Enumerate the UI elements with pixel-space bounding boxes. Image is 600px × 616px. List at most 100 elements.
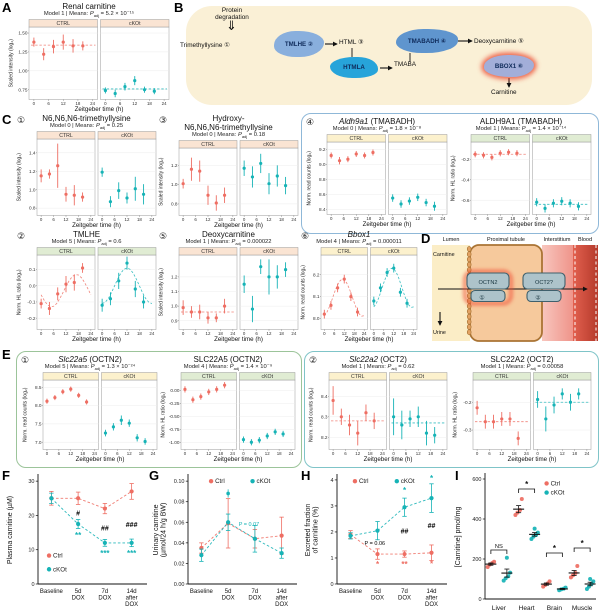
svg-text:8.6: 8.6 [319, 192, 326, 197]
svg-text:1.50: 1.50 [18, 31, 28, 36]
svg-text:0: 0 [330, 216, 333, 221]
x-category-label: DOX [248, 596, 261, 602]
plot-subtitle: Model 0 | Means: Padj = 1.8 × 10⁻⁸ [332, 126, 422, 134]
svg-text:12: 12 [125, 217, 130, 222]
x-category-label: Baseline [190, 589, 214, 595]
svg-text:6: 6 [342, 216, 345, 221]
svg-text:6: 6 [549, 451, 552, 456]
x-category-label: 5d [225, 589, 232, 595]
panel-h-label: H [301, 468, 311, 483]
svg-text:6: 6 [486, 216, 489, 221]
svg-text:24: 24 [584, 451, 589, 456]
svg-text:6: 6 [194, 331, 197, 336]
facet-chart: Norm. HL ratio (log₂)0.00 -0.25 -0.50 -0.75… [161, 372, 296, 463]
svg-text:9.2: 9.2 [319, 147, 326, 152]
pathway-enzyme-tmabadh: TMABADH ④ [396, 29, 458, 53]
plot-title: ALDH9A1 (TMABADH) [479, 117, 563, 126]
plot-subtitle: Model 5 | Means: Padj = 1.3 × 10⁻²⁴ [44, 364, 136, 372]
facet-chart: Scaled intensity (log₂)0.75 1.00 1.25 1.50 C… [9, 19, 170, 113]
svg-text:12: 12 [391, 331, 396, 336]
facet-strip-label: cKOt [263, 142, 275, 148]
tubule-diagram-svg: Lumen Proximal tubule Interstitium Blood OCT… [432, 237, 598, 342]
plot-title: Bbox1 [347, 230, 371, 239]
svg-text:24: 24 [379, 216, 384, 221]
significance-annotation: * [581, 539, 585, 548]
svg-text:0: 0 [46, 451, 49, 456]
svg-text:8.4: 8.4 [319, 207, 326, 212]
y-axis-label: Norm. read counts (log₂) [307, 151, 313, 206]
facet-strip-label: CTRL [201, 249, 215, 255]
svg-text:18: 18 [76, 217, 81, 222]
svg-text:600: 600 [472, 477, 481, 483]
x-category-label: 14d [277, 589, 287, 595]
plot-number-badge: ⑥ [301, 231, 310, 241]
x-category-label: 5d [374, 589, 381, 595]
svg-text:0: 0 [476, 451, 479, 456]
facet-strip-label: CTRL [337, 249, 351, 255]
svg-text:18: 18 [512, 451, 517, 456]
x-axis-label: Zeitgeber time (h) [214, 336, 263, 343]
plot-aldh9a1-protein: ALDH9A1 (TMABADH) Model 1 | Means: Padj =… [450, 117, 592, 229]
svg-text:24: 24 [291, 331, 296, 336]
facet-strip-label: cKOt [388, 249, 400, 255]
legend-label: Ctrl [551, 480, 561, 487]
facet-chart: Norm. HL ratio (log₂) 0.1 0.0 -0.1 -0.2 CTRL 0… [17, 247, 157, 343]
svg-text:-0.2: -0.2 [461, 157, 469, 162]
svg-text:8.1: 8.1 [313, 294, 320, 299]
y-axis-label: Plasma carnitine (µM) [7, 496, 14, 564]
svg-text:24: 24 [149, 331, 154, 336]
facet-strip-label: CTRL [56, 21, 70, 27]
svg-text:0: 0 [373, 331, 376, 336]
octn2-transporter [466, 272, 510, 290]
svg-text:6: 6 [255, 331, 258, 336]
svg-text:-0.2: -0.2 [27, 316, 35, 321]
svg-text:0: 0 [184, 451, 187, 456]
svg-text:12: 12 [415, 216, 420, 221]
legend-label: cKOt [53, 566, 67, 573]
plot-tmlhe: ② TMLHE Model 5 | Means: Padj = 0.6 Norm. H… [16, 230, 157, 344]
plot-subtitle: Model 1 | Means: Padj = 1.4 × 10⁻¹⁴ [475, 126, 567, 134]
pathway-protein-degradation: Protein degradation [215, 7, 249, 21]
svg-text:18: 18 [366, 216, 371, 221]
svg-text:0: 0 [104, 101, 107, 106]
plot-subtitle: Model 0 | Means: Padj = 0.25 [49, 123, 124, 131]
facet-strip-label: CTRL [351, 374, 365, 380]
svg-text:0.00: 0.00 [170, 388, 180, 393]
significance-annotation: # [76, 510, 80, 517]
svg-text:6: 6 [404, 216, 407, 221]
facet-chart: Norm. HL ratio (log₂) -0.2 -0.4 -0.6 CTRL 0 6 1… [451, 134, 592, 228]
svg-text:4: 4 [330, 478, 333, 484]
facet-strip-label: CTRL [493, 136, 507, 142]
svg-text:18: 18 [139, 451, 144, 456]
svg-text:0.08: 0.08 [174, 500, 185, 506]
y-axis-label: (µmol/24 h/g BW) [161, 503, 168, 558]
svg-text:0.10: 0.10 [174, 479, 185, 485]
significance-annotation: * [430, 474, 434, 483]
plot-title: SLC22A5 (OCTN2) [193, 355, 263, 364]
svg-text:8.8: 8.8 [319, 177, 326, 182]
svg-text:8.5: 8.5 [35, 385, 42, 390]
svg-text:24: 24 [362, 331, 367, 336]
svg-text:24: 24 [411, 331, 416, 336]
svg-text:0: 0 [243, 331, 246, 336]
svg-text:0.04: 0.04 [174, 541, 185, 547]
plot-number-badge: ② [309, 355, 318, 365]
facet-chart: Scaled intensity (log₂) 0.8 1.0 1.2 CTRL 0 6 12… [159, 140, 299, 229]
svg-text:18: 18 [137, 331, 142, 336]
svg-text:-0.2: -0.2 [463, 400, 471, 405]
facet-chart: Norm. HL ratio (log₂) -0.2 -0.3 CTRL 0 6 12 18 2… [453, 372, 592, 463]
pathway-arrows [325, 38, 512, 88]
svg-text:24: 24 [523, 216, 528, 221]
plot-title: N6,N6,N6-trimethyllysine [42, 114, 131, 123]
svg-text:0: 0 [104, 451, 107, 456]
svg-text:1.2: 1.2 [171, 275, 178, 280]
svg-text:6: 6 [196, 451, 199, 456]
plot-subtitle: Model 4 | Means: Padj = 1.4 × 10⁻⁹ [183, 364, 273, 372]
y-axis-label: Scaled intensity (log₂) [159, 157, 165, 206]
y-axis-label: Scaled intensity (log₂) [159, 268, 165, 317]
x-axis-label: Zeitgeber time (h) [363, 221, 412, 228]
y-axis-label: [Carnitine] pmol/mg [455, 507, 462, 568]
y-axis-label: of carnitine (%) [313, 506, 320, 553]
svg-text:6: 6 [405, 451, 408, 456]
